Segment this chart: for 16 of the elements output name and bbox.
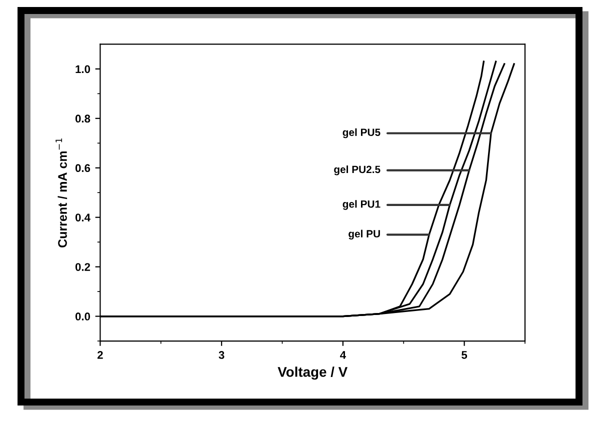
annotation: gel PU2.5 bbox=[334, 165, 380, 176]
x-tick-label: 4 bbox=[340, 351, 346, 359]
annotation: gel PU5 bbox=[342, 128, 380, 138]
y-tick-label: 0.4 bbox=[75, 214, 90, 222]
x-tick-label: 5 bbox=[462, 351, 468, 359]
y-tick-label: 1.0 bbox=[76, 65, 90, 74]
y-tick-label: 0.2 bbox=[75, 263, 90, 271]
y-axis-title: Current / mA cm$^{−1}$ bbox=[56, 138, 68, 248]
y-tick-label: 0.6 bbox=[75, 164, 90, 172]
y-tick-label: 0.0 bbox=[75, 312, 90, 320]
x-tick-label: 2 bbox=[97, 351, 103, 359]
y-tick-label: 0.8 bbox=[75, 114, 90, 123]
x-tick-label: 3 bbox=[218, 351, 224, 359]
annotation: gel PU bbox=[348, 230, 380, 240]
annotation: gel PU1 bbox=[342, 200, 380, 210]
x-axis-title: Voltage / V bbox=[278, 366, 348, 380]
